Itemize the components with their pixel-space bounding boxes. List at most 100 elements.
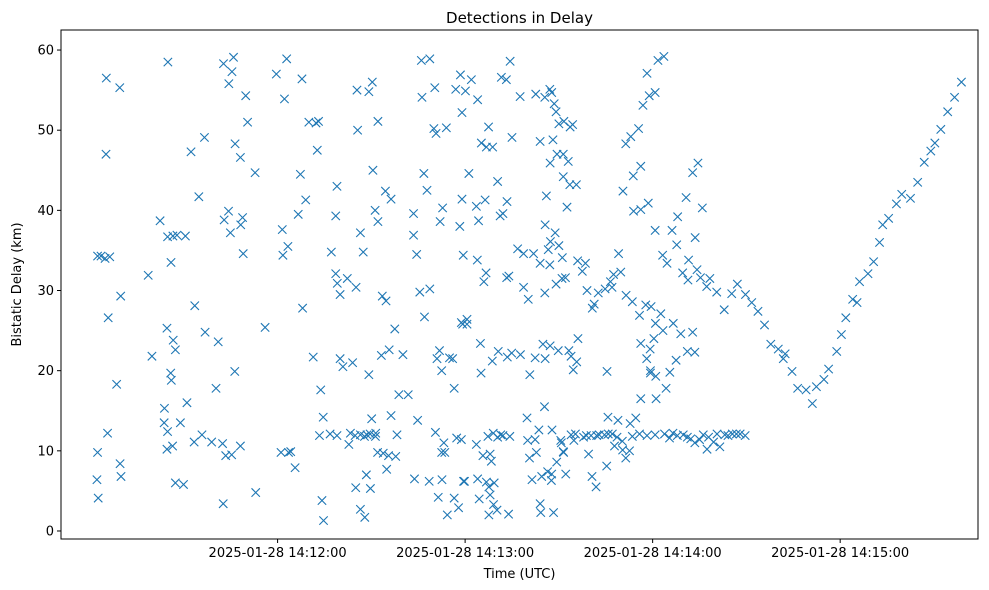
data-point bbox=[371, 428, 381, 438]
x-tick-label: 2025-01-28 14:14:00 bbox=[584, 546, 722, 561]
y-tick-label: 60 bbox=[37, 44, 54, 59]
data-point bbox=[503, 509, 514, 519]
data-point bbox=[318, 515, 329, 526]
data-point bbox=[277, 225, 287, 235]
data-point bbox=[313, 116, 324, 126]
data-point bbox=[282, 54, 292, 64]
data-point bbox=[434, 346, 445, 356]
data-point bbox=[949, 92, 960, 102]
data-point bbox=[735, 429, 745, 439]
data-point bbox=[740, 289, 751, 300]
x-axis-label: Time (UTC) bbox=[483, 567, 556, 582]
data-point bbox=[525, 370, 535, 380]
data-point bbox=[688, 327, 698, 337]
data-point bbox=[732, 279, 742, 289]
data-point bbox=[103, 313, 113, 323]
data-point bbox=[552, 457, 562, 467]
data-point bbox=[359, 431, 370, 441]
data-point bbox=[166, 257, 176, 268]
data-point bbox=[690, 233, 700, 243]
data-point bbox=[373, 216, 383, 227]
y-tick-label: 50 bbox=[37, 124, 54, 139]
x-axis-ticks: 2025-01-28 14:12:00 2025-01-28 14:13:00 20… bbox=[209, 539, 909, 561]
data-point bbox=[481, 477, 491, 487]
data-point bbox=[527, 475, 537, 485]
data-point bbox=[364, 87, 374, 97]
data-point bbox=[493, 176, 503, 187]
data-point bbox=[720, 430, 730, 440]
data-point bbox=[612, 432, 622, 442]
data-point bbox=[600, 284, 610, 294]
data-point bbox=[836, 330, 847, 340]
data-point bbox=[824, 364, 834, 374]
data-point bbox=[578, 432, 589, 442]
data-point bbox=[325, 429, 335, 439]
data-point bbox=[592, 431, 602, 441]
data-point bbox=[279, 94, 290, 104]
data-point bbox=[488, 499, 499, 510]
data-point bbox=[352, 85, 362, 95]
data-point bbox=[317, 495, 327, 506]
data-point bbox=[283, 241, 293, 252]
data-point bbox=[694, 435, 705, 445]
data-point bbox=[211, 383, 221, 393]
data-point bbox=[331, 269, 341, 279]
data-point bbox=[457, 107, 467, 118]
data-point bbox=[627, 431, 637, 441]
data-point bbox=[577, 266, 587, 276]
data-point bbox=[200, 327, 210, 337]
data-point bbox=[297, 74, 307, 84]
data-point bbox=[943, 107, 953, 117]
data-point bbox=[548, 135, 558, 145]
data-point bbox=[672, 240, 682, 250]
data-point bbox=[345, 428, 356, 438]
data-point bbox=[227, 67, 237, 77]
data-point bbox=[241, 91, 251, 101]
data-point bbox=[449, 493, 459, 503]
data-point bbox=[636, 204, 646, 215]
data-point bbox=[580, 258, 591, 268]
x-tick-label: 2025-01-28 14:12:00 bbox=[209, 546, 347, 561]
data-point bbox=[650, 318, 661, 328]
data-point bbox=[480, 195, 490, 205]
data-point bbox=[190, 301, 200, 311]
y-axis-ticks: 0 10 20 30 40 50 60 bbox=[37, 44, 61, 539]
data-point bbox=[417, 92, 427, 102]
data-point bbox=[92, 251, 103, 261]
data-point bbox=[168, 335, 178, 345]
data-point bbox=[698, 430, 708, 440]
data-point bbox=[693, 158, 703, 168]
x-tick-label: 2025-01-28 14:15:00 bbox=[771, 546, 909, 561]
y-tick-label: 0 bbox=[46, 524, 54, 539]
x-tick-label: 2025-01-28 14:13:00 bbox=[396, 546, 534, 561]
data-point bbox=[587, 471, 597, 482]
data-point bbox=[474, 494, 484, 504]
data-point bbox=[558, 172, 568, 182]
data-point bbox=[621, 139, 631, 149]
data-point bbox=[560, 273, 571, 283]
data-point bbox=[545, 158, 555, 168]
data-point bbox=[437, 475, 447, 485]
data-point bbox=[276, 447, 286, 458]
data-point bbox=[483, 122, 494, 132]
data-point bbox=[316, 385, 326, 395]
data-point bbox=[462, 319, 472, 329]
data-point bbox=[478, 451, 488, 461]
data-point bbox=[599, 430, 610, 440]
data-point bbox=[326, 247, 336, 257]
data-point bbox=[719, 305, 729, 315]
data-point bbox=[422, 185, 432, 195]
data-point bbox=[342, 273, 352, 284]
data-point bbox=[457, 194, 467, 204]
data-point bbox=[636, 338, 646, 349]
data-point bbox=[507, 348, 517, 358]
data-point bbox=[558, 447, 569, 458]
data-point bbox=[645, 366, 656, 376]
data-point bbox=[481, 268, 491, 278]
data-point bbox=[568, 119, 578, 130]
data-point bbox=[605, 277, 616, 287]
data-point bbox=[715, 442, 725, 452]
data-point bbox=[466, 75, 476, 85]
data-point bbox=[116, 471, 126, 482]
data-point bbox=[437, 366, 447, 376]
